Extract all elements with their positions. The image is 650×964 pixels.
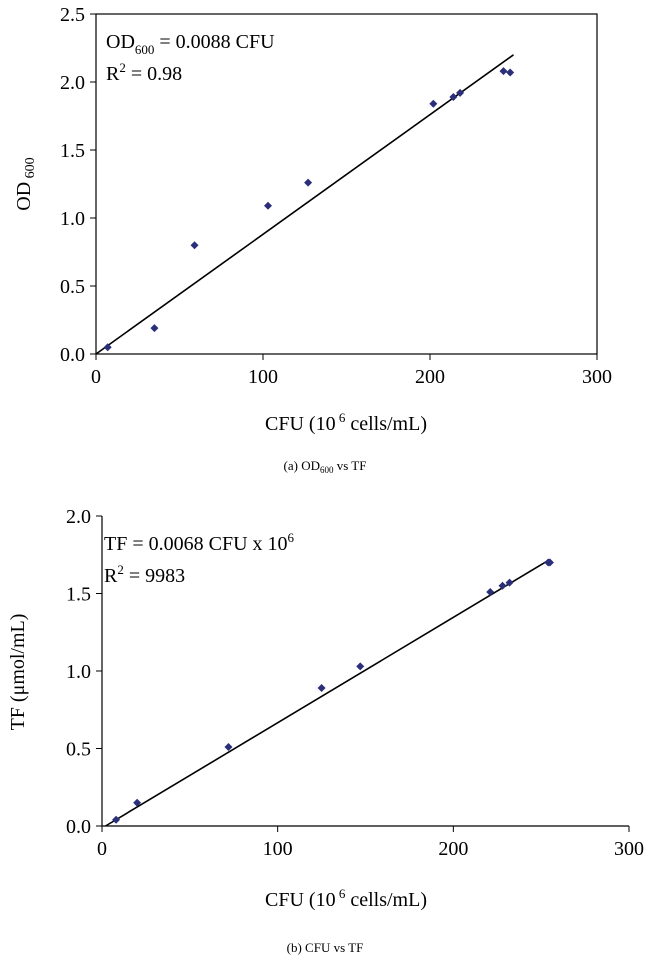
chart-a-equation: OD600 = 0.0088 CFU	[106, 31, 275, 57]
chart-b-data-point	[545, 558, 554, 567]
chart-a-data-point	[506, 68, 515, 77]
chart-a-data-point	[499, 67, 508, 76]
chart-b-ticks	[96, 515, 630, 832]
chart-a-data-point	[449, 92, 458, 101]
chart-a-data-point	[103, 343, 112, 352]
chart-b-data-point	[224, 742, 233, 751]
chart-b-x-axis-title: CFU (10 6 cells/mL)	[265, 886, 427, 911]
chart-b-data-point	[498, 581, 507, 590]
chart-a-data-point	[150, 324, 159, 333]
chart-a-points	[103, 67, 515, 352]
chart-b-x-tick-label: 200	[438, 838, 468, 860]
chart-b-r2: R2 = 9983	[104, 562, 185, 587]
chart-a-data-point	[264, 201, 273, 210]
chart-b-data-point	[112, 815, 121, 824]
chart-b-data-point	[133, 798, 142, 807]
chart-b-x-tick-label: 300	[614, 838, 644, 860]
chart-a: 0 100 200 300 0.0 0.5 1.0 1.5 2.0 2.5 OD600 = 0.0…	[13, 4, 612, 475]
chart-a-x-tick-label: 300	[582, 366, 612, 388]
chart-b: 0 100 200 300 0.0 0.5 1.0 1.5 2.0 TF = 0.0068 CF…	[7, 506, 644, 955]
chart-a-plot-frame	[95, 13, 598, 355]
chart-b-equation: TF = 0.0068 CFU x 106	[104, 530, 295, 555]
chart-a-data-point	[429, 99, 438, 108]
chart-b-x-tick-label: 100	[263, 838, 293, 860]
chart-a-y-axis-title: OD 600	[13, 157, 38, 210]
chart-a-x-tick-label: 200	[415, 366, 445, 388]
chart-a-y-tick-label: 1.5	[60, 140, 85, 162]
chart-a-y-tick-label: 0.5	[60, 276, 85, 298]
chart-a-fit-line	[95, 54, 514, 355]
chart-b-y-tick-label: 2.0	[66, 506, 91, 528]
chart-a-y-tick-label: 2.5	[60, 4, 85, 26]
chart-b-x-tick-label: 0	[97, 838, 107, 860]
chart-a-caption: (a) OD600 vs TF	[284, 458, 367, 475]
chart-b-data-point	[486, 587, 495, 596]
chart-a-y-tick-label: 0.0	[60, 344, 85, 366]
chart-a-data-point	[456, 88, 465, 97]
chart-b-tick-labels: 0 100 200 300 0.0 0.5 1.0 1.5 2.0	[66, 506, 644, 860]
chart-b-data-point	[356, 662, 365, 671]
chart-b-data-point	[317, 684, 326, 693]
chart-a-r2: R2 = 0.98	[106, 60, 182, 85]
chart-b-data-point	[505, 578, 514, 587]
chart-b-fit-line	[105, 558, 551, 827]
chart-b-y-tick-label: 1.5	[66, 584, 91, 606]
chart-a-x-tick-label: 100	[248, 366, 278, 388]
chart-a-tick-labels: 0 100 200 300 0.0 0.5 1.0 1.5 2.0 2.5	[60, 4, 612, 388]
chart-a-x-axis-title: CFU (10 6 cells/mL)	[265, 410, 427, 435]
chart-a-y-tick-label: 2.0	[60, 72, 85, 94]
chart-b-y-tick-label: 0.5	[66, 739, 91, 761]
chart-b-caption: (b) CFU vs TF	[287, 940, 364, 955]
chart-b-y-tick-label: 0.0	[66, 816, 91, 838]
chart-a-x-tick-label: 0	[91, 366, 101, 388]
chart-b-y-tick-label: 1.0	[66, 661, 91, 683]
chart-b-y-axis-title: TF (μmol/mL)	[7, 614, 29, 731]
chart-b-points	[112, 558, 554, 824]
chart-a-ticks	[90, 13, 598, 360]
chart-a-y-tick-label: 1.0	[60, 208, 85, 230]
chart-a-data-point	[304, 178, 313, 187]
chart-a-data-point	[190, 241, 199, 250]
